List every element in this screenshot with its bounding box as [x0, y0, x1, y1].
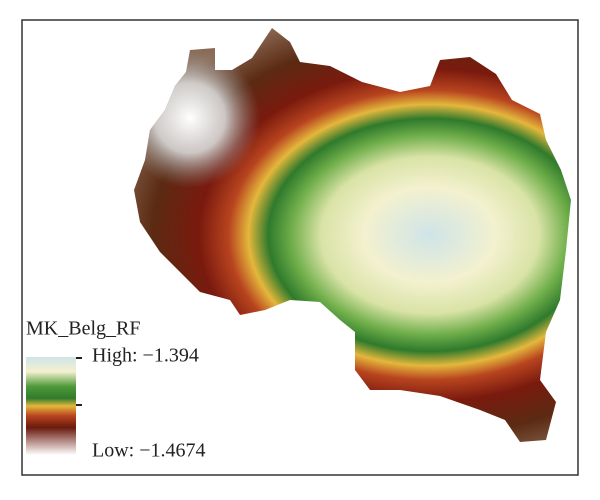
legend-low-label: Low: −1.4674 — [92, 440, 206, 462]
legend-high-label: High: −1.394 — [92, 345, 199, 367]
legend-title: MK_Belg_RF — [26, 318, 140, 340]
legend-ramp — [26, 357, 76, 455]
